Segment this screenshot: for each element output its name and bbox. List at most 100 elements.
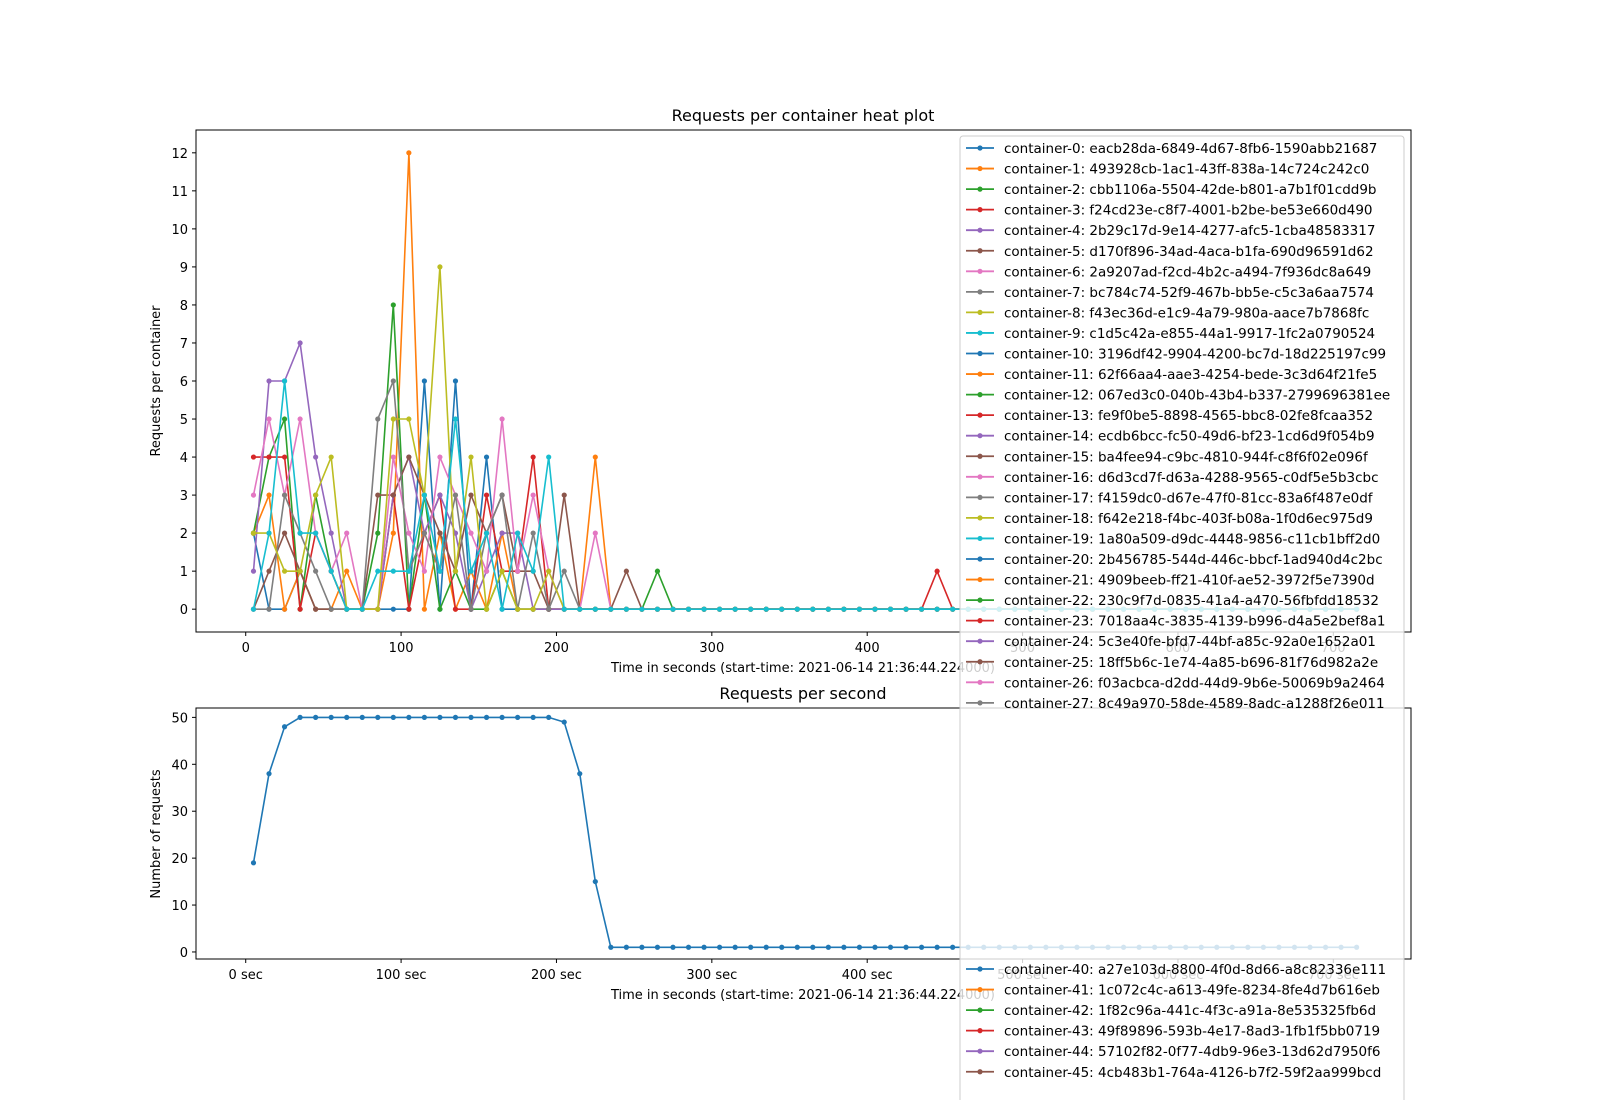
data-point [390, 492, 396, 498]
data-point [437, 606, 443, 612]
data-point [344, 714, 350, 720]
data-point [452, 492, 459, 498]
y-tick-label: 7 [180, 337, 188, 352]
data-point [421, 492, 427, 498]
legend-swatch-marker [977, 268, 983, 274]
legend-item: container-42: 1f82c96a-441c-4f3c-a91a-8e… [966, 1003, 1376, 1019]
data-point [763, 606, 769, 612]
data-point [856, 944, 863, 950]
legend-item: container-12: 067ed3c0-040b-43b4-b337-27… [966, 388, 1390, 404]
data-point [390, 568, 396, 574]
data-point [779, 944, 785, 950]
data-point [344, 530, 350, 536]
data-point [390, 606, 396, 612]
legend-item: container-20: 2b456785-544d-446c-bbcf-1a… [966, 552, 1383, 568]
data-point [328, 454, 334, 460]
data-point [359, 606, 365, 612]
heat-plot-title: Requests per container heat plot [672, 106, 935, 125]
legend-label: container-19: 1a80a509-d9dc-4448-9856-c1… [1004, 531, 1380, 547]
data-point [546, 568, 552, 574]
data-point [530, 492, 536, 498]
data-point [406, 606, 412, 612]
data-point [437, 568, 443, 574]
y-tick-label: 1 [180, 565, 188, 580]
data-point [685, 944, 692, 950]
legend-item: container-3: f24cd23e-c8f7-4001-b2be-be5… [966, 203, 1373, 219]
legend-swatch-marker [977, 145, 983, 151]
data-point [701, 606, 707, 612]
data-point [515, 530, 521, 536]
data-point [266, 378, 272, 384]
data-point [375, 714, 381, 720]
legend-item: container-22: 230c9f7d-0835-41a4-a470-56… [966, 593, 1379, 609]
y-tick-label: 4 [180, 451, 188, 466]
data-point [483, 714, 490, 720]
data-point [934, 606, 940, 612]
x-tick-label: 0 sec [229, 968, 263, 983]
data-point [266, 606, 272, 612]
data-point [748, 606, 754, 612]
data-point [918, 944, 925, 950]
data-point [530, 714, 536, 720]
data-point [483, 568, 490, 574]
legend-swatch-marker [977, 618, 983, 624]
data-point [437, 492, 443, 498]
legend-item: container-25: 18ff5b6c-1e74-4a85-b696-81… [966, 655, 1378, 671]
data-point [359, 714, 365, 720]
data-point [950, 944, 956, 950]
data-point [375, 530, 381, 536]
legend-label: container-23: 7018aa4c-3835-4139-b996-d4… [1004, 614, 1385, 630]
data-point [437, 714, 443, 720]
legend-swatch-marker [977, 350, 983, 357]
legend-swatch-marker [977, 371, 983, 377]
legend-box [959, 135, 1405, 1100]
y-tick-label: 40 [171, 758, 188, 773]
data-point [266, 568, 272, 574]
legend-swatch-marker [977, 1048, 983, 1054]
y-tick-label: 3 [180, 489, 188, 504]
data-point [918, 606, 925, 612]
data-point [328, 530, 334, 536]
rps-title: Requests per second [719, 684, 886, 703]
legend-label: container-42: 1f82c96a-441c-4f3c-a91a-8e… [1004, 1003, 1376, 1019]
y-tick-label: 10 [171, 223, 188, 238]
legend-item: container-21: 4909beeb-ff21-410f-ae52-39… [966, 573, 1375, 589]
data-point [654, 606, 661, 612]
legend-swatch-marker [977, 474, 983, 480]
data-point [856, 606, 863, 612]
data-point [406, 416, 412, 422]
legend-label: container-8: f43ec36d-e1c9-4a79-980a-aac… [1004, 305, 1369, 321]
data-point [685, 606, 692, 612]
data-point [716, 944, 723, 950]
data-point [297, 416, 303, 422]
data-point [530, 606, 536, 612]
data-point [670, 944, 676, 950]
legend-label: container-4: 2b29c17d-9e14-4277-afc5-1cb… [1004, 223, 1375, 239]
legend-swatch-marker [977, 289, 983, 295]
x-tick-label: 0 [242, 641, 250, 656]
y-tick-label: 50 [171, 711, 188, 726]
data-point [623, 944, 629, 950]
data-point [375, 416, 381, 422]
data-point [592, 454, 598, 460]
legend-item: container-13: fe9f0be5-8898-4565-bbc8-02… [966, 408, 1373, 424]
data-point [297, 714, 303, 720]
data-point [903, 944, 909, 950]
data-point [250, 530, 257, 536]
data-point [483, 530, 490, 536]
data-point [281, 530, 288, 536]
data-point [281, 568, 288, 574]
data-point [716, 606, 723, 612]
y-tick-label: 30 [171, 805, 188, 820]
legend-item: container-5: d170f896-34ad-4aca-b1fa-690… [966, 244, 1374, 260]
data-point [390, 302, 396, 308]
data-point [281, 606, 288, 612]
legend-item: container-0: eacb28da-6849-4d67-8fb6-159… [966, 141, 1377, 157]
y-tick-label: 0 [180, 946, 188, 961]
data-point [421, 606, 427, 612]
legend-label: container-27: 8c49a970-58de-4589-8adc-a1… [1004, 696, 1385, 712]
legend-label: container-45: 4cb483b1-764a-4126-b7f2-59… [1004, 1065, 1381, 1081]
data-point [344, 606, 350, 612]
data-point [701, 944, 707, 950]
